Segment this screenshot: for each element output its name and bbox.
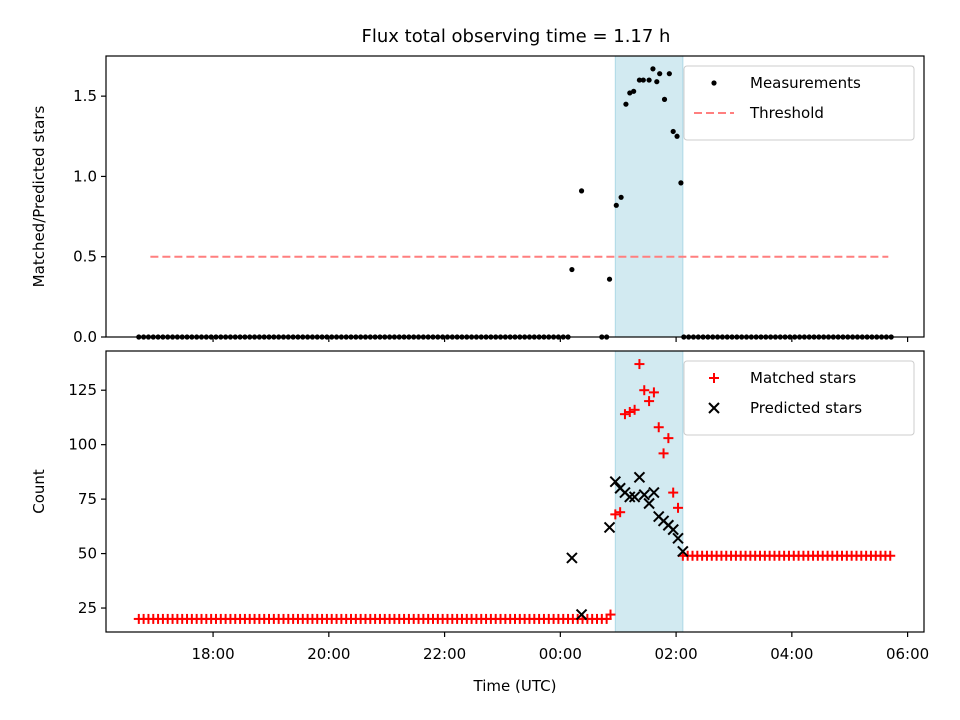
matched-stars-point — [663, 433, 674, 444]
predicted-stars-point — [566, 552, 578, 564]
y-tick-label: 0.0 — [73, 328, 97, 346]
y-tick-label: 75 — [78, 490, 97, 508]
x-tick-label: 18:00 — [191, 645, 234, 663]
measurement-point — [569, 266, 575, 273]
matched-stars-point — [673, 502, 684, 513]
measurement-point — [674, 133, 680, 139]
panel-top: 0.0 0.5 1.0 1.5 Matched/Predicted stars Measu… — [30, 55, 925, 346]
legend-box — [683, 65, 915, 141]
predicted-stars-point — [624, 491, 636, 503]
matched-stars-point — [658, 448, 669, 459]
predicted-stars-point — [603, 521, 616, 534]
measurement-point — [640, 77, 646, 83]
matched-stars-point — [610, 509, 621, 520]
observing-interval-shade — [614, 55, 684, 338]
y-tick-label: 125 — [68, 381, 97, 399]
measurement-point — [678, 180, 684, 186]
matched-stars-point — [615, 507, 626, 518]
measurement-point — [578, 188, 585, 194]
measurement-point — [606, 276, 613, 282]
predicted-stars-point — [633, 471, 646, 484]
x-tick-label: 06:00 — [886, 645, 929, 663]
y-tick-label: 25 — [78, 599, 97, 617]
matched-stars-point — [648, 387, 659, 398]
legend: Measurements Threshold — [683, 65, 915, 141]
panel-bottom: 25 50 75 100 125 18:00 20:00 22:00 00:00 02:00 04:… — [30, 350, 929, 695]
predicted-stars-point — [667, 523, 679, 536]
measurement-point — [646, 77, 652, 83]
x-tick-label: 22:00 — [423, 645, 466, 663]
matched-stars-point — [639, 385, 650, 396]
matched-stars-point — [668, 487, 679, 498]
matched-stars-point — [885, 550, 896, 561]
measurement-point — [618, 194, 624, 200]
legend-label: Threshold — [749, 104, 824, 122]
predicted-stars-point — [609, 475, 622, 488]
matched-stars-point — [653, 422, 664, 433]
legend-box — [683, 360, 915, 436]
legend-label: Matched stars — [750, 369, 856, 387]
matched-stars-point — [619, 409, 630, 420]
predicted-stars-point — [648, 486, 660, 499]
legend-marker — [711, 80, 717, 86]
x-tick-label: 02:00 — [654, 645, 697, 663]
legend-label: Predicted stars — [750, 399, 862, 417]
matched-stars-point — [629, 404, 640, 415]
measurement-point — [654, 79, 660, 85]
measurement-point — [661, 96, 668, 102]
matched-stars-point — [624, 406, 635, 417]
predicted-stars-point — [638, 489, 650, 501]
matched-stars-point — [644, 396, 655, 407]
measurement-point — [666, 71, 672, 77]
axes-frame — [105, 350, 925, 633]
predicted-stars-point — [643, 497, 655, 510]
x-tick-label: 00:00 — [539, 645, 582, 663]
legend-marker — [708, 402, 720, 414]
chart-title: Flux total observing time = 1.17 h — [362, 26, 671, 47]
measurement-point — [623, 101, 629, 107]
predicted-stars-point — [628, 491, 641, 503]
predicted-stars-point — [677, 545, 689, 558]
predicted-stars-point — [672, 532, 684, 545]
matched-stars-point — [605, 609, 616, 620]
y-tick-label: 1.0 — [73, 167, 97, 185]
y-tick-label: 100 — [68, 436, 97, 454]
measurement-point — [657, 71, 663, 77]
y-tick-label: 0.5 — [73, 248, 97, 266]
legend: Matched stars Predicted stars — [683, 360, 915, 436]
axes-frame — [105, 55, 925, 338]
legend-marker — [709, 373, 719, 383]
x-axis-label: Time (UTC) — [473, 677, 557, 695]
y-tick-label: 1.5 — [73, 87, 97, 105]
measurement-point — [636, 77, 643, 83]
legend-label: Measurements — [750, 74, 861, 92]
measurement-point — [613, 202, 619, 208]
x-tick-label: 20:00 — [307, 645, 350, 663]
y-tick-label: 50 — [78, 545, 97, 563]
matched-stars-point — [634, 359, 645, 370]
predicted-stars-point — [575, 608, 588, 621]
y-axis-label: Count — [30, 469, 48, 514]
x-tick-label: 04:00 — [770, 645, 813, 663]
y-axis-label: Matched/Predicted stars — [30, 106, 48, 288]
measurement-point — [650, 66, 656, 72]
measurement-point — [631, 88, 637, 94]
measurement-point — [670, 128, 676, 135]
